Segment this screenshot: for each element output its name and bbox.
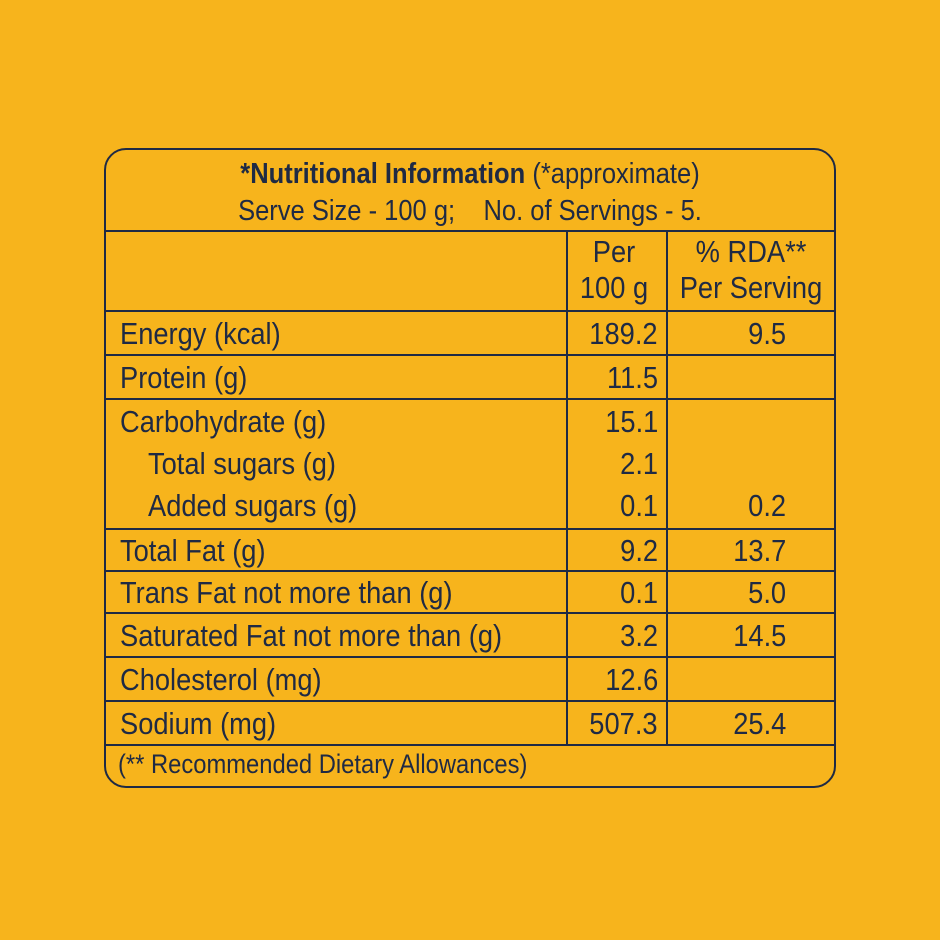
column-divider-1: [566, 232, 568, 746]
table-row: Total Fat (g) 9.2 13.7: [106, 530, 834, 572]
table-row-group: Carbohydrate (g) 15.1 Total sugars (g) 2…: [106, 400, 834, 530]
nutrient-name: Sodium (mg): [120, 706, 277, 741]
nutrient-name: Carbohydrate (g): [120, 404, 327, 439]
table-row: Trans Fat not more than (g) 0.1 5.0: [106, 572, 834, 614]
per-100g-value: 3.2: [620, 618, 658, 653]
table-row: Saturated Fat not more than (g) 3.2 14.5: [106, 614, 834, 658]
per-100g-value: 15.1: [604, 404, 658, 439]
per-header-line2: 100 g: [579, 270, 649, 305]
per-100g-value: 11.5: [606, 360, 658, 395]
per-100g-value: 0.1: [620, 488, 658, 523]
per-header-line1: Per: [592, 234, 636, 269]
table-row: Cholesterol (mg) 12.6: [106, 658, 834, 702]
column-header-row: Per 100 g % RDA** Per Serving: [106, 232, 834, 312]
rda-header-line1: % RDA**: [695, 234, 807, 269]
nutrient-name: Saturated Fat not more than (g): [120, 618, 503, 653]
table-row: Energy (kcal) 189.2 9.5: [106, 312, 834, 356]
nutrient-name: Protein (g): [120, 360, 248, 395]
panel-header: *Nutritional Information (*approximate) …: [106, 150, 834, 232]
nutrient-name: Energy (kcal): [120, 316, 281, 351]
nutrient-name: Trans Fat not more than (g): [120, 575, 453, 610]
nutrient-name: Total sugars (g): [148, 446, 337, 481]
rda-value: 9.5: [748, 316, 786, 351]
nutrition-panel: *Nutritional Information (*approximate) …: [104, 148, 836, 788]
table-row: Sodium (mg) 507.3 25.4: [106, 702, 834, 746]
title-line: *Nutritional Information (*approximate): [150, 158, 791, 190]
per-100g-value: 2.1: [620, 446, 658, 481]
per-100g-value: 12.6: [604, 662, 658, 697]
per-100g-value: 507.3: [589, 706, 658, 741]
rda-header-line2: Per Serving: [679, 270, 823, 305]
title-bold: *Nutritional Information: [240, 158, 526, 190]
rda-value: 25.4: [732, 706, 786, 741]
table-row: Protein (g) 11.5: [106, 356, 834, 400]
rda-value: 13.7: [732, 533, 786, 568]
rda-value: 14.5: [732, 618, 786, 653]
nutrient-name: Cholesterol (mg): [120, 662, 322, 697]
rda-value: 5.0: [748, 575, 786, 610]
per-100g-value: 9.2: [620, 533, 658, 568]
footnote: (** Recommended Dietary Allowances): [118, 749, 528, 779]
nutrient-name: Total Fat (g): [120, 533, 266, 568]
nutrient-name: Added sugars (g): [148, 488, 358, 523]
per-100g-value: 0.1: [620, 575, 658, 610]
column-divider-2: [666, 232, 668, 746]
serve-size-line: Serve Size - 100 g; No. of Servings - 5.: [238, 195, 702, 227]
per-100g-value: 189.2: [589, 316, 658, 351]
rda-value: 0.2: [748, 488, 786, 523]
title-note: (*approximate): [532, 158, 700, 190]
